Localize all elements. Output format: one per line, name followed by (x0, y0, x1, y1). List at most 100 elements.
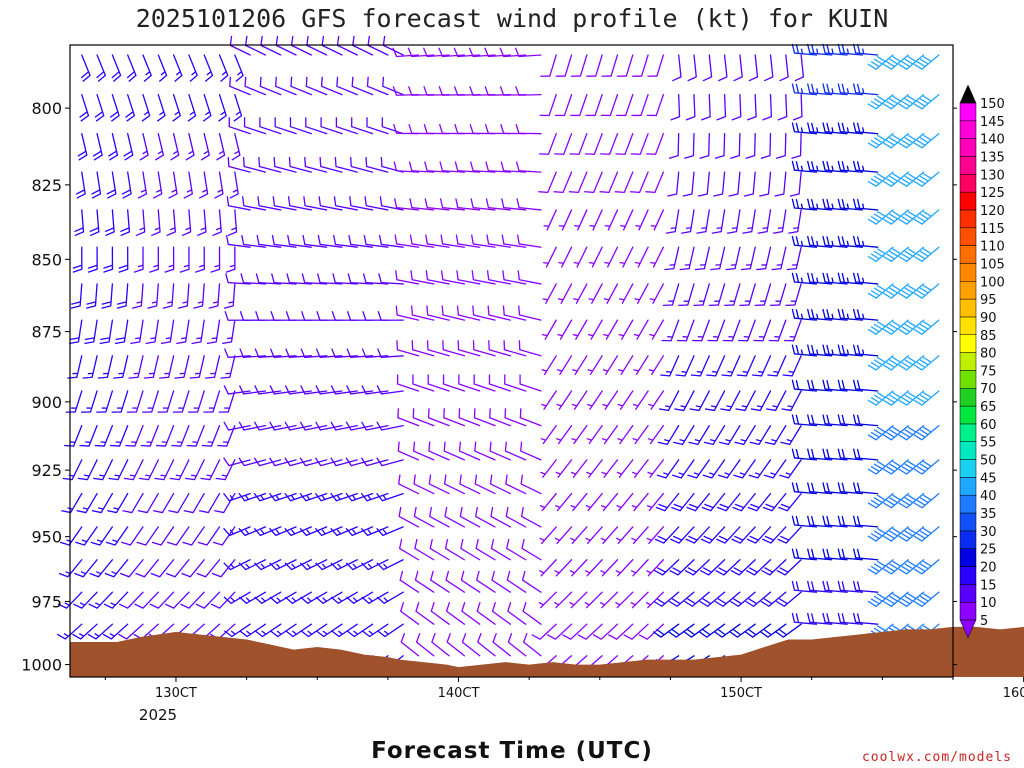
wind-barb (538, 171, 557, 194)
wind-barb (211, 559, 236, 578)
wind-barb (685, 526, 710, 544)
wind-barb (646, 492, 665, 512)
wind-barb (425, 270, 450, 285)
wind-barb (485, 161, 511, 173)
wind-barb (182, 526, 205, 546)
wind-barb (602, 390, 619, 410)
wind-barb (623, 623, 649, 640)
wind-barb (867, 133, 894, 149)
wind-barb (92, 133, 103, 161)
wind-barb (414, 570, 435, 593)
wind-barb (898, 93, 925, 110)
wind-barb (316, 273, 343, 285)
wind-barb (150, 559, 175, 578)
wind-barb (351, 117, 374, 135)
wind-barb (554, 526, 573, 545)
wind-barb (665, 209, 680, 234)
wind-barb (729, 623, 756, 638)
wind-barb (791, 448, 818, 461)
wind-barb (631, 459, 649, 478)
colorbar-high-arrow (959, 84, 977, 104)
wind-barb (745, 133, 756, 160)
wind-barb (135, 559, 159, 578)
wind-barb (154, 459, 175, 481)
wind-barb (172, 390, 190, 413)
colorbar-label: 10 (980, 596, 997, 611)
wind-barb (171, 425, 190, 447)
wind-barb (791, 308, 818, 321)
wind-barb (187, 93, 197, 122)
wind-barb (332, 234, 358, 248)
wind-barb (837, 272, 863, 285)
colorbar-segment (959, 477, 977, 496)
wind-barb (784, 319, 802, 342)
wind-barb (837, 235, 863, 248)
wind-barb (898, 54, 925, 70)
wind-barb (806, 482, 833, 495)
wind-barb (411, 340, 435, 357)
wind-barb (505, 506, 527, 528)
wind-barb (822, 448, 848, 461)
wind-barb (284, 421, 313, 431)
wind-barb (616, 459, 634, 478)
wind-barb (162, 283, 175, 309)
wind-barb (453, 47, 481, 58)
wind-barb (439, 161, 466, 173)
wind-barb (189, 355, 205, 379)
wind-barb (867, 171, 894, 187)
wind-barb (791, 379, 818, 392)
wind-barb (424, 161, 450, 173)
wind-barb (317, 234, 343, 248)
wind-barb (273, 156, 297, 173)
wind-barb (268, 492, 297, 502)
wind-barb (347, 273, 374, 285)
y-tick-label: 875 (31, 323, 62, 342)
wind-barb (400, 602, 420, 625)
wind-barb (777, 526, 802, 544)
wind-barb (238, 385, 267, 395)
wind-barb (898, 319, 925, 335)
wind-barb (837, 414, 863, 427)
colorbar-label: 150 (980, 97, 1005, 112)
wind-barb (490, 539, 511, 561)
x-year-label: 2025 (139, 706, 177, 724)
wind-barb (472, 305, 496, 321)
wind-barb (413, 506, 435, 528)
wind-barb (135, 209, 146, 237)
wind-barb (573, 246, 588, 268)
wind-barb (501, 198, 527, 211)
wind-barb (822, 515, 848, 528)
wind-barb (362, 273, 389, 285)
wind-barb (301, 273, 328, 285)
wind-barb (586, 390, 603, 410)
wind-barb (731, 93, 742, 121)
wind-barb (584, 559, 603, 577)
wind-barb (91, 171, 102, 199)
wind-barb (562, 623, 588, 640)
wind-barb (585, 526, 603, 545)
wind-barb (775, 623, 802, 638)
wind-barb (789, 171, 802, 197)
wind-barb (852, 379, 879, 392)
colorbar-segment (959, 316, 977, 336)
wind-barb (515, 86, 542, 96)
wind-barb (648, 355, 665, 376)
wind-barb (271, 273, 297, 285)
colorbar-segment (959, 370, 977, 389)
wind-barb (123, 133, 134, 161)
colorbar-label: 15 (980, 578, 997, 593)
wind-barb (444, 506, 466, 528)
wind-barb (366, 76, 389, 96)
wind-barb (539, 526, 557, 545)
wind-barb (837, 160, 863, 173)
colorbar-label: 135 (980, 150, 1005, 165)
wind-barb (570, 492, 588, 512)
wind-barb (441, 305, 466, 321)
wind-barb (806, 379, 833, 392)
wind-barb (852, 235, 879, 248)
wind-barb (229, 35, 251, 56)
wind-barb (361, 348, 389, 358)
wind-barb (75, 171, 86, 199)
wind-barb (522, 602, 542, 625)
colorbar-label: 55 (980, 436, 997, 451)
